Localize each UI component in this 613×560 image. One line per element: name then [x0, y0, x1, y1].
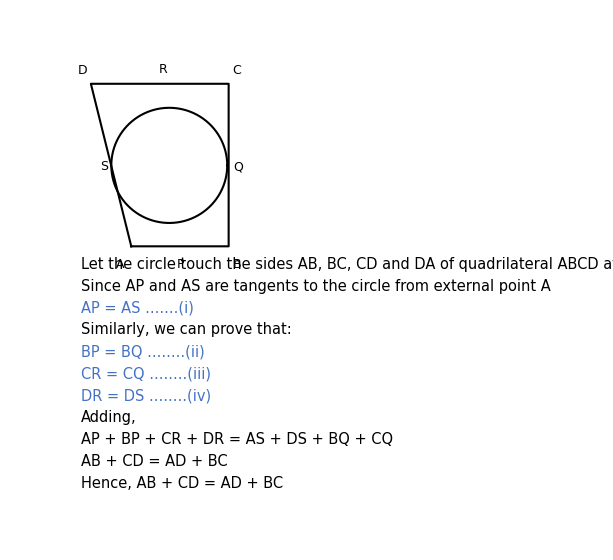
Text: P: P	[177, 258, 184, 271]
Text: Similarly, we can prove that:: Similarly, we can prove that:	[82, 323, 292, 338]
Text: B: B	[232, 258, 241, 271]
Text: BP = BQ ........(ii): BP = BQ ........(ii)	[82, 344, 205, 360]
Text: Let the circle touch the sides AB, BC, CD and DA of quadrilateral ABCD at P, Q, : Let the circle touch the sides AB, BC, C…	[82, 256, 613, 272]
Text: C: C	[232, 64, 241, 77]
Text: Hence, AB + CD = AD + BC: Hence, AB + CD = AD + BC	[82, 475, 283, 491]
Text: S: S	[100, 160, 108, 173]
Text: AP + BP + CR + DR = AS + DS + BQ + CQ: AP + BP + CR + DR = AS + DS + BQ + CQ	[82, 432, 394, 447]
Text: Since AP and AS are tangents to the circle from external point A: Since AP and AS are tangents to the circ…	[82, 279, 551, 293]
Text: Adding,: Adding,	[82, 410, 137, 425]
Text: R: R	[159, 63, 168, 76]
Text: A: A	[116, 258, 124, 271]
Text: AP = AS .......(i): AP = AS .......(i)	[82, 301, 194, 315]
Text: D: D	[77, 64, 87, 77]
Text: DR = DS ........(iv): DR = DS ........(iv)	[82, 388, 211, 403]
Text: Q: Q	[234, 160, 243, 173]
Text: AB + CD = AD + BC: AB + CD = AD + BC	[82, 454, 228, 469]
Text: CR = CQ ........(iii): CR = CQ ........(iii)	[82, 366, 211, 381]
